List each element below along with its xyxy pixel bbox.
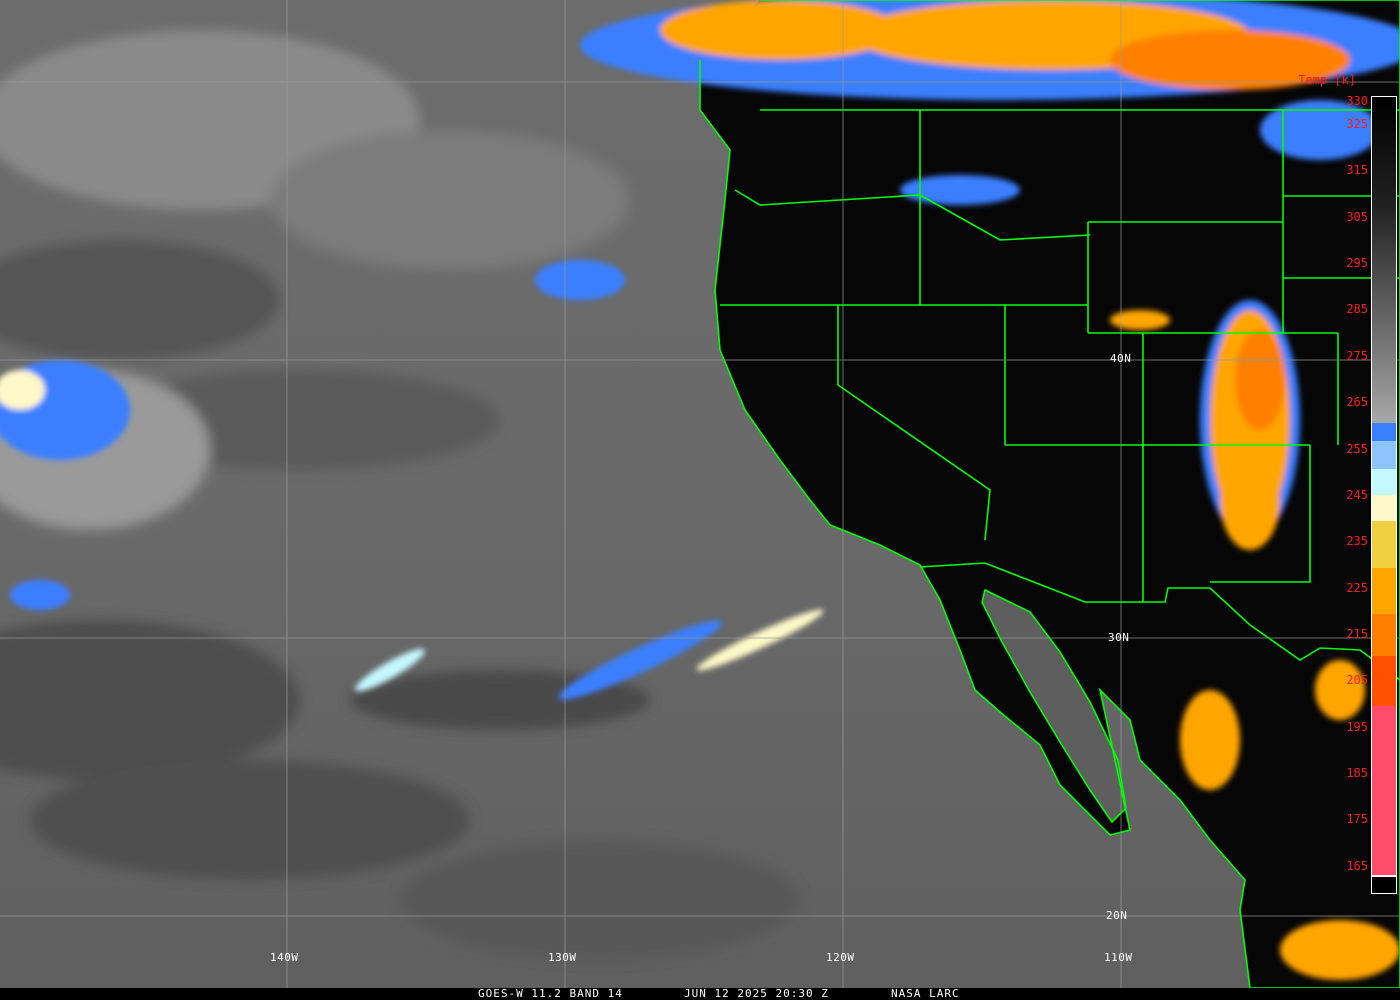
colorbar [1371, 96, 1397, 894]
colorbar-tick-label: 165 [1346, 859, 1368, 873]
colorbar-tick-label: 275 [1346, 349, 1368, 363]
lat-label-30n: 30N [1108, 631, 1130, 644]
caption-bar: GOES-W 11.2 BAND 14 JUN 12 2025 20:30 Z … [0, 988, 1400, 1000]
political-borders [699, 0, 1400, 989]
colorbar-tick-label: 295 [1346, 256, 1368, 270]
colorbar-tick-label: 195 [1346, 720, 1368, 734]
colorbar-tick-label: 325 [1346, 117, 1368, 131]
colorbar-tick-label: 185 [1346, 766, 1368, 780]
lat-label-40n: 40N [1110, 352, 1132, 365]
colorbar-tick-label: 255 [1346, 442, 1368, 456]
gulf-of-california [982, 590, 1126, 822]
colorbar-tick-label: 205 [1346, 673, 1368, 687]
colorbar-tick-label: 305 [1346, 210, 1368, 224]
colorbar-tick-label: 330 [1346, 94, 1368, 108]
colorbar-tick-label: 265 [1346, 395, 1368, 409]
colorbar-tick-label: 285 [1346, 302, 1368, 316]
lon-label-110w: 110W [1104, 951, 1133, 964]
colorbar-tick-label: 245 [1346, 488, 1368, 502]
lat-label-20n: 20N [1106, 909, 1128, 922]
colorbar-tick-label: 315 [1346, 163, 1368, 177]
lon-label-130w: 130W [548, 951, 577, 964]
colorbar-tick-label: 215 [1346, 627, 1368, 641]
colorbar-tick-label: 175 [1346, 812, 1368, 826]
colorbar-tick-label: 225 [1346, 581, 1368, 595]
datetime-label: JUN 12 2025 20:30 Z [684, 987, 829, 1000]
satellite-band-label: GOES-W 11.2 BAND 14 [478, 987, 623, 1000]
colorbar-title: Temp [k] [1298, 73, 1356, 87]
colorbar-tick-label: 235 [1346, 534, 1368, 548]
lon-label-120w: 120W [826, 951, 855, 964]
credit-label: NASA LARC [891, 987, 960, 1000]
lon-label-140w: 140W [270, 951, 299, 964]
